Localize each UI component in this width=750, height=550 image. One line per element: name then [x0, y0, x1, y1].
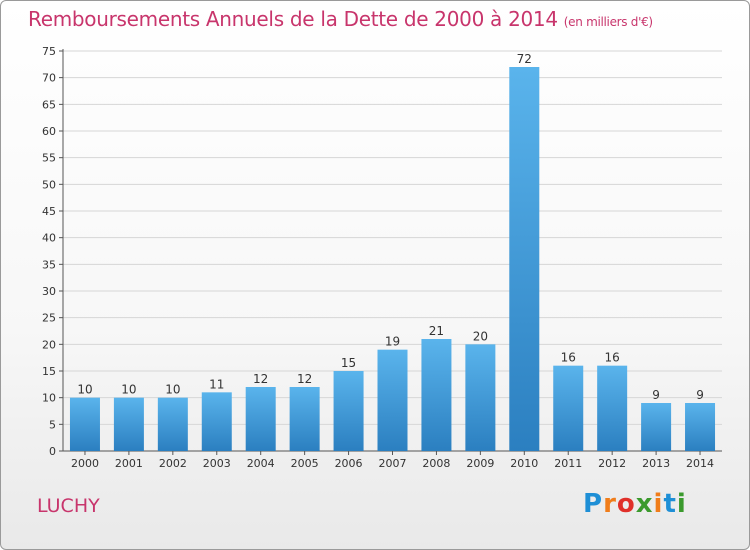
x-tick-label-2009: 2009 [466, 457, 494, 470]
data-label-2014: 9 [696, 388, 704, 402]
y-tick-label: 60 [42, 125, 56, 138]
bar-2002 [157, 397, 188, 451]
y-tick-label: 50 [42, 178, 56, 191]
data-label-2002: 10 [165, 383, 180, 397]
bar-2003 [201, 392, 232, 451]
bar-2010 [509, 67, 540, 451]
logo-letter: i [653, 489, 664, 519]
x-tick-label-2013: 2013 [642, 457, 670, 470]
y-tick-label: 5 [49, 418, 56, 431]
y-tick-label: 35 [42, 258, 56, 271]
commune-name: LUCHY [37, 495, 100, 517]
y-tick-label: 10 [42, 392, 56, 405]
y-tick-label: 20 [42, 338, 56, 351]
x-tick-label-2005: 2005 [291, 457, 319, 470]
x-tick-label-2004: 2004 [247, 457, 275, 470]
logo-letter: r [603, 489, 617, 519]
x-tick-label-2003: 2003 [203, 457, 231, 470]
x-tick-label-2001: 2001 [115, 457, 143, 470]
data-label-2012: 16 [605, 351, 620, 365]
x-tick-label-2006: 2006 [335, 457, 363, 470]
data-label-2008: 21 [429, 324, 444, 338]
x-tick-label-2011: 2011 [554, 457, 582, 470]
x-tick-label-2000: 2000 [71, 457, 99, 470]
data-label-2010: 72 [517, 52, 532, 66]
data-label-2007: 19 [385, 335, 400, 349]
bar-2012 [597, 365, 628, 451]
y-tick-labels: 0 5 10 15 20 25 30 35 40 45 50 55 60 65 70 75 [42, 45, 56, 458]
bar-2004 [245, 387, 276, 451]
logo-letter: P [583, 489, 604, 519]
chart-title-text: Remboursements Annuels de la Dette de 20… [28, 7, 558, 31]
bar-2014 [685, 403, 716, 451]
data-labels: 10 10 10 11 12 12 15 19 21 20 72 16 16 9 9 [77, 52, 704, 402]
y-tick-label: 45 [42, 205, 56, 218]
y-tick-label: 0 [49, 445, 56, 458]
x-tick-labels: 2000 2001 2002 2003 2004 2005 2006 2007 2008 2009… [71, 457, 714, 470]
logo-letter: x [635, 489, 654, 519]
x-tick-label-2007: 2007 [379, 457, 407, 470]
data-label-2003: 11 [209, 377, 224, 391]
y-tick-label: 55 [42, 152, 56, 165]
data-label-2004: 12 [253, 372, 268, 386]
logo-letter: i [676, 489, 687, 519]
logo-letter: t [663, 489, 677, 519]
bar-2009 [465, 344, 496, 451]
y-tick-label: 65 [42, 98, 56, 111]
data-label-2013: 9 [652, 388, 660, 402]
bar-2011 [553, 365, 584, 451]
y-tick-label: 70 [42, 72, 56, 85]
bar-2006 [333, 371, 364, 451]
data-label-2001: 10 [121, 383, 136, 397]
bar-2013 [641, 403, 672, 451]
logo-letter: o [616, 489, 636, 519]
x-tick-label-2012: 2012 [598, 457, 626, 470]
y-tick-label: 40 [42, 232, 56, 245]
bar-2001 [113, 397, 144, 451]
data-label-2011: 16 [561, 351, 576, 365]
x-tick-label-2010: 2010 [510, 457, 538, 470]
x-tick-label-2002: 2002 [159, 457, 187, 470]
bar-2000 [69, 397, 100, 451]
data-label-2005: 12 [297, 372, 312, 386]
data-label-2000: 10 [77, 383, 92, 397]
data-label-2009: 20 [473, 329, 488, 343]
y-tick-label: 75 [42, 45, 56, 58]
x-tick-label-2014: 2014 [686, 457, 714, 470]
y-tick-label: 15 [42, 365, 56, 378]
bars [69, 67, 716, 451]
bar-2008 [421, 339, 452, 451]
chart-unit-note: (en milliers d'€) [563, 15, 653, 29]
proxiti-logo: Proxiti [583, 489, 687, 519]
x-tick-label-2008: 2008 [422, 457, 450, 470]
data-label-2006: 15 [341, 356, 356, 370]
y-tick-label: 25 [42, 312, 56, 325]
bar-2007 [377, 349, 408, 451]
bar-2005 [289, 387, 320, 451]
y-tick-label: 30 [42, 285, 56, 298]
chart-title: Remboursements Annuels de la Dette de 20… [28, 7, 653, 31]
